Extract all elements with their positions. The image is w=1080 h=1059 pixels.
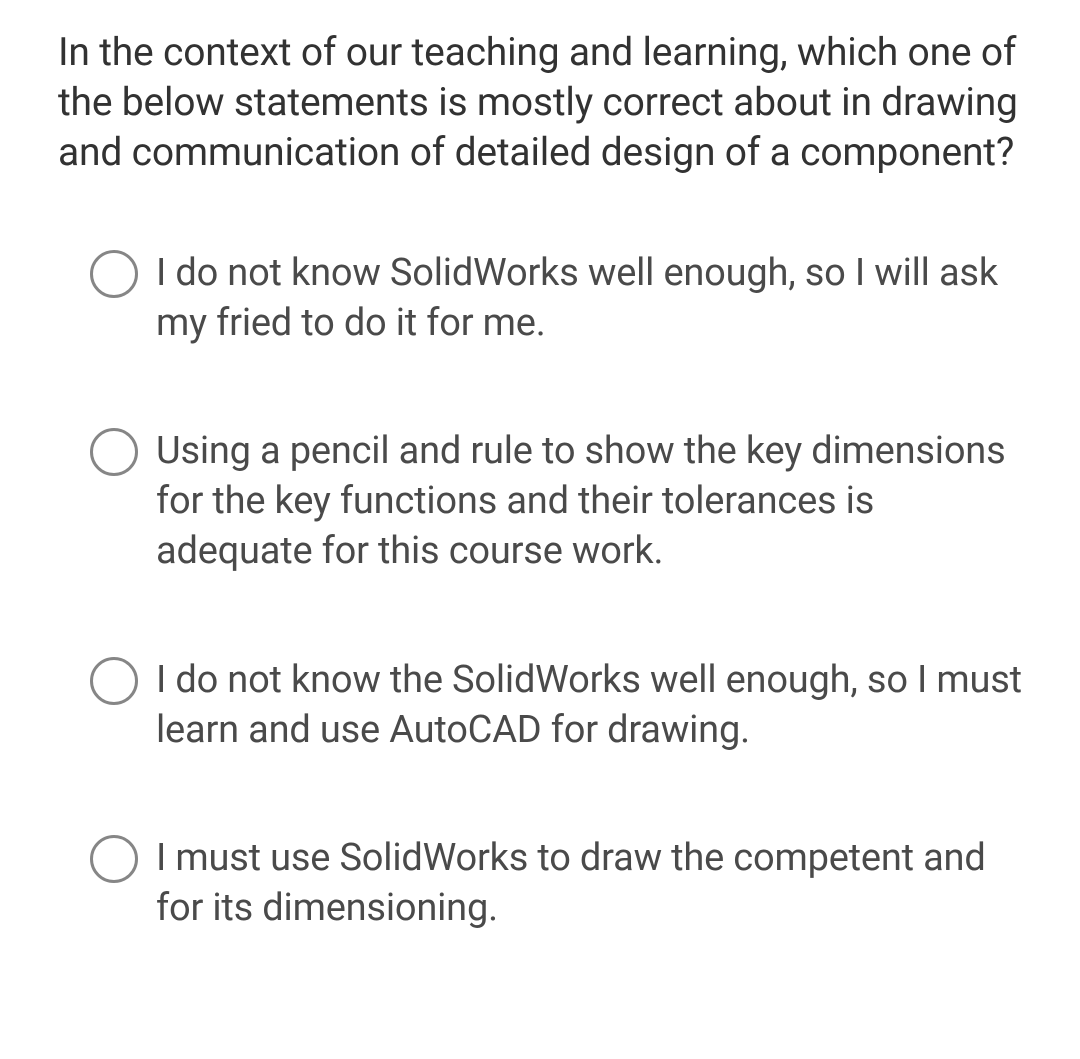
option-4[interactable]: I must use SolidWorks to draw the compet…	[90, 833, 1022, 933]
option-label: I must use SolidWorks to draw the compet…	[156, 833, 1022, 933]
options-group: I do not know SolidWorks well enough, so…	[58, 248, 1022, 933]
radio-icon[interactable]	[90, 657, 138, 705]
quiz-page: In the context of our teaching and learn…	[0, 0, 1080, 993]
radio-icon[interactable]	[90, 250, 138, 298]
radio-icon[interactable]	[90, 428, 138, 476]
option-2[interactable]: Using a pencil and rule to show the key …	[90, 426, 1022, 576]
question-text: In the context of our teaching and learn…	[58, 28, 1022, 178]
radio-icon[interactable]	[90, 835, 138, 883]
option-label: Using a pencil and rule to show the key …	[156, 426, 1022, 576]
option-label: I do not know SolidWorks well enough, so…	[156, 248, 1022, 348]
option-1[interactable]: I do not know SolidWorks well enough, so…	[90, 248, 1022, 348]
option-label: I do not know the SolidWorks well enough…	[156, 655, 1022, 755]
option-3[interactable]: I do not know the SolidWorks well enough…	[90, 655, 1022, 755]
